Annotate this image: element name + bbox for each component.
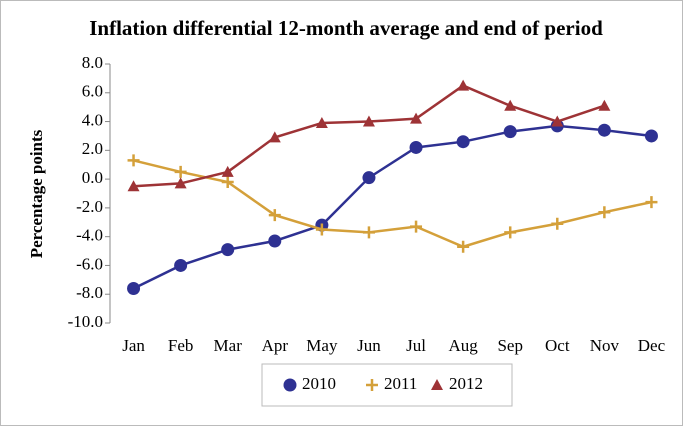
series-line: [133, 159, 652, 249]
data-point: [315, 223, 328, 236]
data-point: [221, 243, 235, 257]
data-point: [268, 209, 281, 222]
data-point: [174, 165, 187, 178]
x-tick-label: Jun: [357, 336, 381, 355]
legend-marker: [283, 378, 297, 392]
data-point: [362, 171, 376, 185]
series-line: [132, 124, 652, 290]
data-point: [504, 99, 517, 111]
data-point: [645, 196, 658, 209]
data-point: [410, 220, 423, 233]
data-point: [362, 226, 375, 239]
data-point: [410, 112, 423, 124]
y-tick-label: -10.0: [68, 312, 103, 331]
x-tick-label: Mar: [214, 336, 243, 355]
data-point: [598, 206, 611, 219]
data-point: [551, 217, 564, 230]
x-tick-label: Oct: [545, 336, 570, 355]
data-point: [221, 165, 234, 177]
data-point: [644, 129, 658, 143]
data-point: [127, 154, 140, 167]
data-point: [503, 125, 517, 139]
data-point: [362, 115, 375, 127]
legend-box: [261, 363, 513, 407]
data-point: [551, 115, 564, 127]
x-tick-label: Sep: [497, 336, 523, 355]
data-point: [174, 177, 187, 189]
x-tick-label: Jan: [122, 336, 145, 355]
y-tick-label: 0.0: [82, 168, 103, 187]
x-tick-label: Nov: [590, 336, 620, 355]
data-point: [457, 240, 470, 253]
y-tick-label: -2.0: [76, 197, 103, 216]
data-point: [221, 175, 234, 188]
data-point: [268, 131, 281, 143]
x-tick-label: Apr: [262, 336, 289, 355]
x-tick-label: Feb: [168, 336, 194, 355]
legend-label: 2012: [449, 374, 483, 393]
data-point: [597, 123, 611, 137]
y-tick-label: 2.0: [82, 139, 103, 158]
data-point: [174, 258, 188, 272]
data-point: [457, 79, 470, 91]
data-point: [456, 135, 470, 149]
data-point: [504, 226, 517, 239]
y-tick-label: -8.0: [76, 283, 103, 302]
y-tick-label: -6.0: [76, 254, 103, 273]
legend-label: 2010: [302, 374, 336, 393]
y-tick-label: -4.0: [76, 226, 103, 245]
y-tick-label: 6.0: [82, 82, 103, 101]
data-point: [315, 116, 328, 128]
x-tick-label: Jul: [406, 336, 426, 355]
y-tick-label: 4.0: [82, 110, 103, 129]
y-tick-label: 8.0: [82, 53, 103, 72]
data-point: [409, 140, 423, 154]
legend-marker: [431, 379, 443, 390]
x-tick-label: Dec: [638, 336, 666, 355]
data-point: [598, 99, 611, 111]
y-axis-label: Percentage points: [27, 129, 46, 258]
legend-label: 2011: [384, 374, 417, 393]
data-point: [127, 180, 140, 192]
legend-marker: [366, 379, 378, 391]
x-tick-label: May: [306, 336, 338, 355]
data-point: [127, 281, 141, 295]
x-tick-label: Aug: [448, 336, 478, 355]
data-point: [268, 234, 282, 248]
chart-title: Inflation differential 12-month average …: [89, 16, 603, 40]
